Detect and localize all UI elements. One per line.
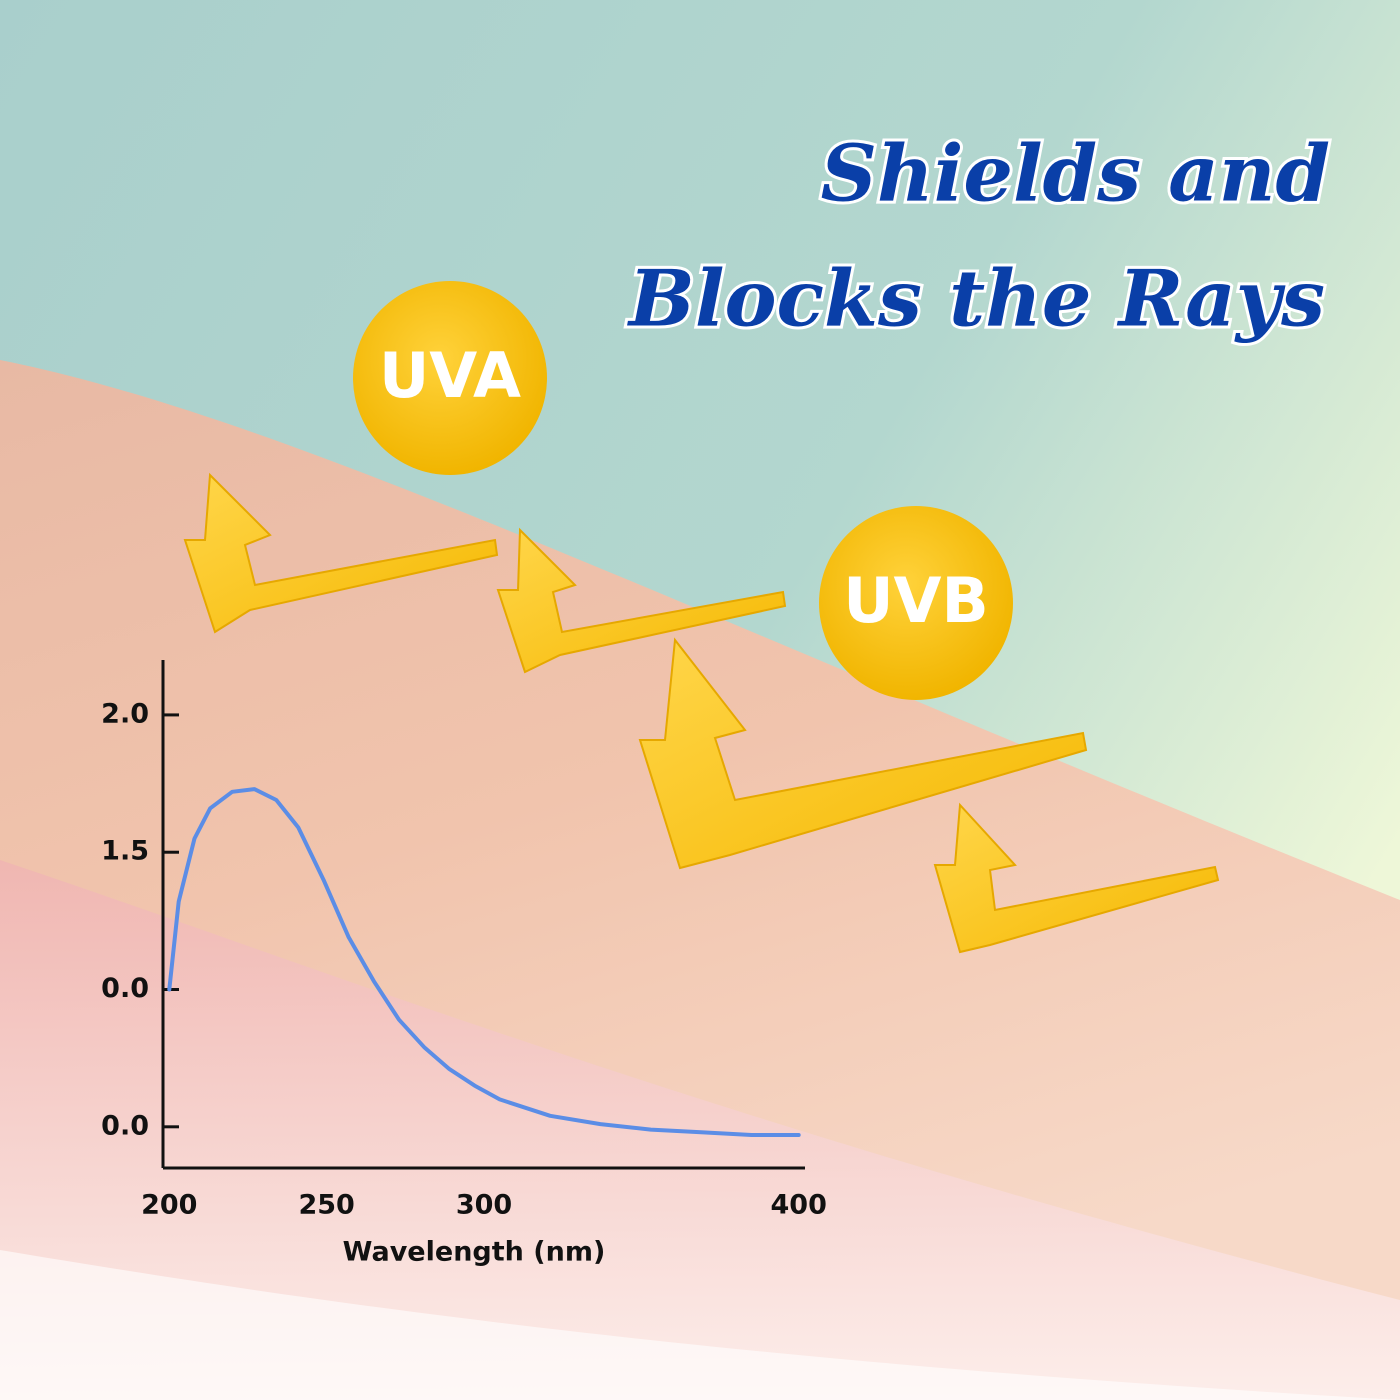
badge-label: UVA bbox=[379, 339, 521, 412]
arrow bbox=[638, 637, 1088, 870]
x-tick-label: 400 bbox=[771, 1190, 827, 1221]
y-tick-label: 2.0 bbox=[101, 698, 149, 729]
data-line bbox=[167, 787, 801, 1137]
title-line: Blocks the Rays bbox=[627, 254, 1325, 345]
arrow bbox=[933, 802, 1220, 954]
x-tick-label: 300 bbox=[456, 1190, 512, 1221]
uva-badge bbox=[353, 281, 547, 475]
x-tick-label: 250 bbox=[298, 1190, 354, 1221]
ray-arrows bbox=[183, 472, 1220, 954]
title-line: Shields and bbox=[821, 129, 1330, 220]
chart: 2.0 1.5 0.0 0.0 200 250 300 400 Wavelength (nm) bbox=[101, 660, 827, 1268]
y-tick-label: 0.0 bbox=[101, 973, 149, 1004]
y-tick-label: 0.0 bbox=[101, 1110, 149, 1141]
arrow bbox=[183, 472, 499, 634]
arrow bbox=[496, 527, 787, 674]
y-tick-label: 1.5 bbox=[101, 836, 149, 867]
x-tick-label: 200 bbox=[141, 1190, 197, 1221]
x-axis-label: Wavelength (nm) bbox=[343, 1237, 606, 1268]
cell-layer bbox=[0, 860, 1400, 1400]
glow bbox=[0, 1250, 1400, 1400]
badge-label: UVB bbox=[843, 564, 989, 637]
uvb-badge bbox=[819, 506, 1013, 700]
